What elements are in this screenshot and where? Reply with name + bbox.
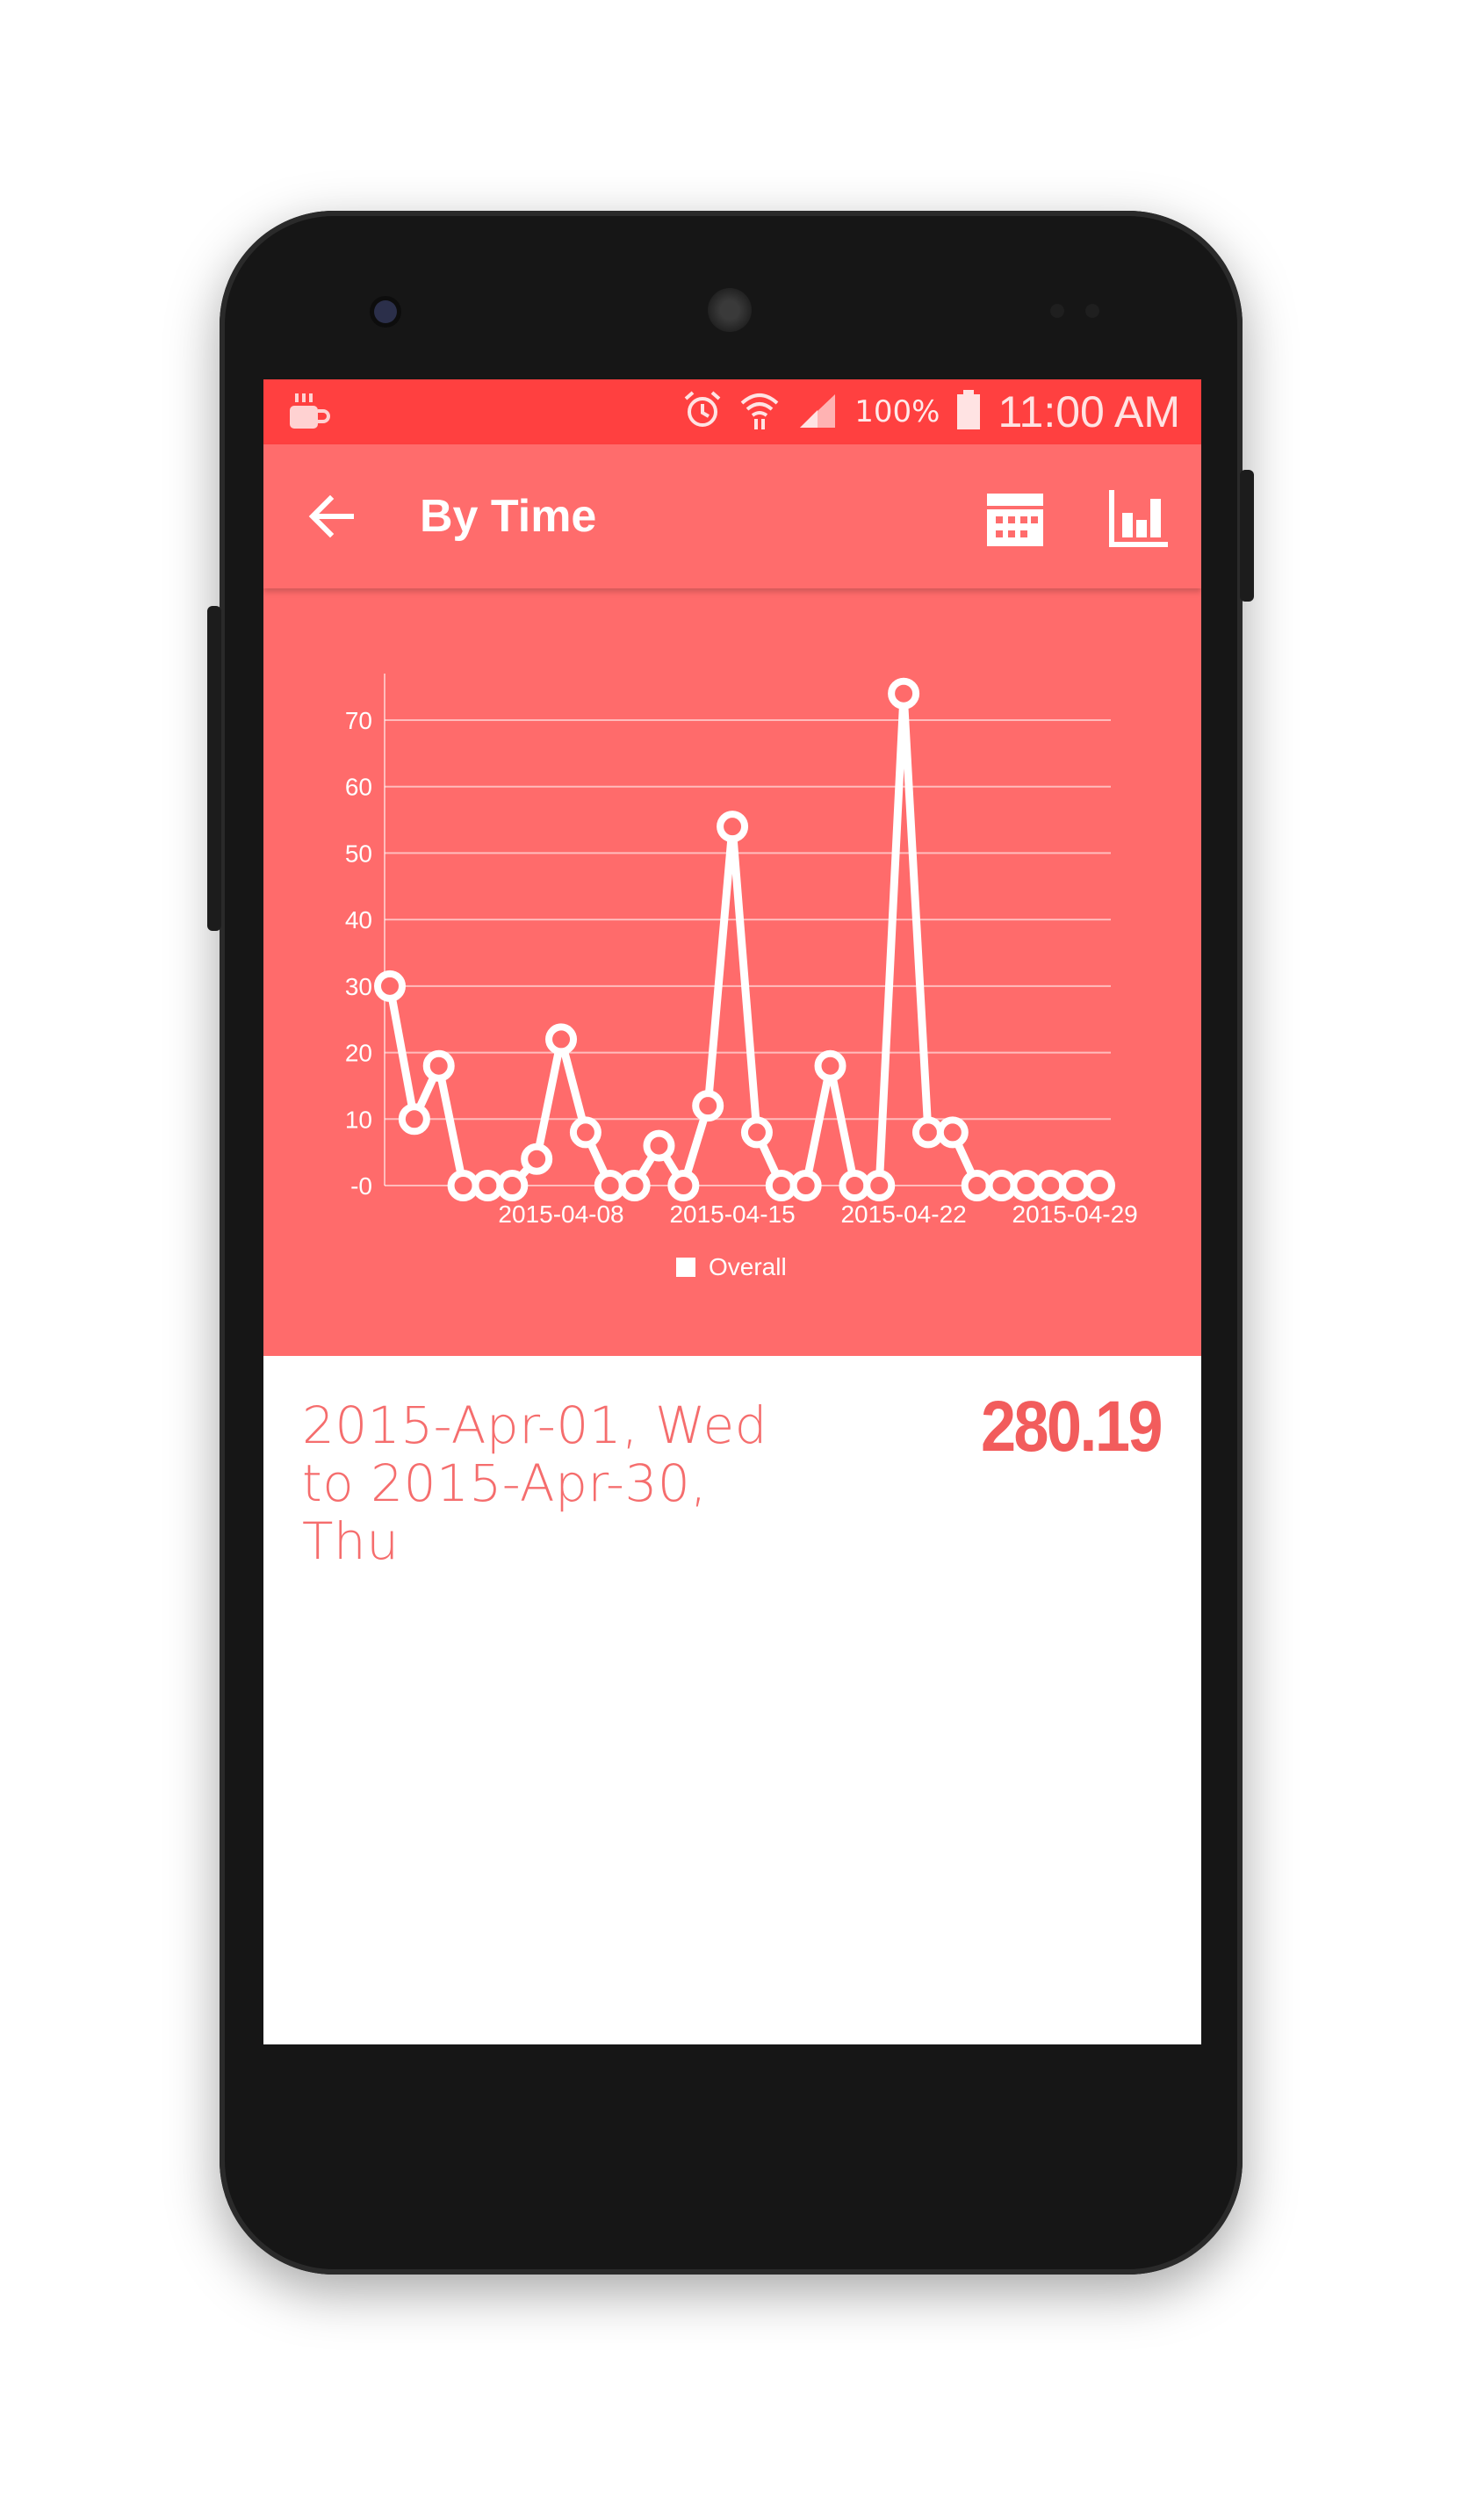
front-camera [374,300,397,323]
data-point [789,1170,822,1201]
data-point [643,1129,675,1162]
data-point [1084,1170,1115,1201]
data-point [1010,1170,1042,1201]
data-point [717,811,749,843]
speaker-grille [708,288,752,332]
total-amount: 280.19 [981,1387,1163,1467]
battery-icon [955,389,982,436]
x-tick-label: 2015-04-15 [669,1200,795,1228]
y-tick-label: 10 [345,1106,372,1133]
app-bar: By Time [263,444,1201,588]
x-tick-label: 2015-04-22 [840,1200,966,1228]
data-point [521,1143,553,1175]
y-tick-label: 20 [345,1040,372,1067]
legend-swatch [676,1258,695,1277]
data-point [1059,1170,1091,1201]
data-point [422,1049,455,1082]
y-tick-label: 40 [345,906,372,934]
status-time: 11:00 AM [998,387,1180,436]
data-point [911,1116,944,1149]
legend-label: Overall [709,1253,787,1280]
data-point [888,677,920,710]
data-point [618,1170,651,1201]
summary-card: 2015-Apr-01, Wed to 2015-Apr-30, Thu 280… [263,1356,1201,2044]
phone-power-button [1240,470,1254,602]
data-point [985,1170,1018,1201]
proximity-sensor [1050,304,1064,318]
data-point [594,1170,626,1201]
wifi-icon [738,389,781,436]
date-range: 2015-Apr-01, Wed to 2015-Apr-30, Thu [302,1396,829,1570]
phone-side-button [207,606,221,931]
data-point [472,1170,504,1201]
data-point [740,1116,773,1149]
series-line-overall [385,693,1099,1195]
data-point [765,1170,797,1201]
x-tick-label: 2015-04-08 [498,1200,623,1228]
bar-chart-icon[interactable] [1106,487,1170,550]
data-point [961,1170,993,1201]
calendar-icon[interactable] [983,487,1047,550]
x-tick-label: 2015-04-29 [1012,1200,1138,1228]
signal-icon [796,391,839,434]
chart-panel: -0 10 20 30 40 50 60 70 2015-04-08 2015-04-15 2015… [263,588,1201,1356]
status-bar: 100% 11:00 AM [263,379,1201,444]
data-point [863,1170,896,1201]
data-point [398,1103,430,1136]
date-range-line: 2015-Apr-01, Wed [302,1395,767,1455]
alarm-icon [682,390,723,435]
back-arrow-icon[interactable] [306,490,358,543]
y-tick-label: 50 [345,840,372,867]
line-chart: -0 10 20 30 40 50 60 70 2015-04-08 2015-04-15 2015… [345,674,1138,1280]
data-point [667,1170,700,1201]
light-sensor [1085,304,1099,318]
y-tick-label: -0 [350,1172,372,1200]
data-point [692,1090,724,1122]
data-point [936,1116,969,1149]
data-point [545,1023,578,1056]
data-point [569,1116,602,1149]
coffee-icon [286,392,330,432]
date-range-line: to 2015-Apr-30, [302,1453,708,1513]
date-range-line: Thu [302,1511,400,1571]
data-point [814,1049,846,1082]
data-point [496,1170,529,1201]
y-tick-label: 30 [345,973,372,1000]
data-point [447,1170,479,1201]
data-point [839,1170,871,1201]
data-point [1034,1170,1067,1201]
page-title: By Time [420,491,597,542]
y-tick-label: 70 [345,707,372,734]
data-point [374,970,406,1002]
battery-percent: 100% [854,394,940,429]
y-tick-label: 60 [345,774,372,801]
screen: 100% 11:00 AM By Time [263,379,1201,2044]
